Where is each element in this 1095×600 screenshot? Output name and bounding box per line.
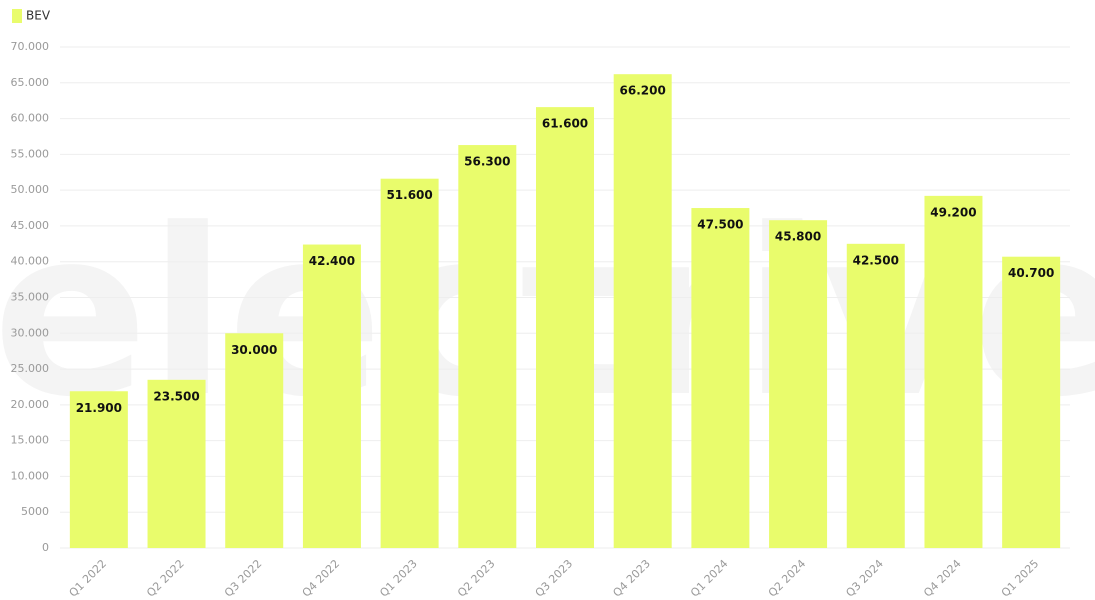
- bar: [380, 178, 439, 549]
- y-tick-label: 25.000: [11, 362, 50, 375]
- y-tick-label: 15.000: [11, 434, 50, 447]
- y-tick-label: 0: [42, 541, 49, 554]
- value-label: 56.300: [464, 155, 510, 169]
- bar: [458, 145, 517, 548]
- x-tick-label: Q2 2024: [766, 557, 809, 600]
- value-label: 49.200: [930, 205, 976, 219]
- x-tick-label: Q1 2024: [688, 557, 731, 600]
- value-label: 21.900: [76, 401, 122, 415]
- value-label: 51.600: [386, 188, 432, 202]
- bar: [924, 195, 983, 548]
- value-label: 47.500: [697, 218, 743, 232]
- bar: [69, 391, 128, 548]
- x-tick-label: Q2 2023: [455, 557, 498, 600]
- bar: [691, 208, 750, 549]
- x-tick-label: Q4 2023: [610, 557, 653, 600]
- bar: [769, 220, 828, 548]
- y-tick-label: 60.000: [11, 112, 50, 125]
- bar: [846, 243, 905, 549]
- value-label: 30.000: [231, 343, 277, 357]
- y-tick-label: 40.000: [11, 255, 50, 268]
- value-label: 42.400: [309, 254, 355, 268]
- value-label: 45.800: [775, 230, 821, 244]
- value-label: 66.200: [620, 84, 666, 98]
- legend-label: BEV: [26, 9, 51, 23]
- x-tick-label: Q3 2022: [222, 557, 265, 600]
- y-tick-label: 30.000: [11, 326, 50, 339]
- bar: [613, 74, 672, 548]
- bar: [1002, 256, 1061, 548]
- x-tick-label: Q4 2022: [300, 557, 343, 600]
- x-tick-label: Q1 2025: [999, 557, 1042, 600]
- x-tick-label: Q1 2022: [67, 557, 110, 600]
- bar: [302, 244, 361, 548]
- x-tick-label: Q1 2023: [377, 557, 420, 600]
- y-tick-label: 50.000: [11, 183, 50, 196]
- value-label: 23.500: [153, 389, 199, 403]
- value-label: 40.700: [1008, 266, 1054, 280]
- y-tick-label: 70.000: [11, 40, 50, 53]
- bar: [147, 379, 206, 548]
- x-tick-label: Q2 2022: [144, 557, 187, 600]
- x-tick-label: Q3 2024: [843, 557, 886, 600]
- y-tick-label: 20.000: [11, 398, 50, 411]
- bar: [225, 333, 284, 548]
- legend-swatch: [12, 9, 22, 23]
- value-label: 61.600: [542, 117, 588, 131]
- y-tick-label: 55.000: [11, 147, 50, 160]
- y-tick-label: 65.000: [11, 76, 50, 89]
- y-tick-label: 45.000: [11, 219, 50, 232]
- y-tick-label: 5000: [21, 505, 49, 518]
- bar: [536, 107, 594, 549]
- y-tick-label: 35.000: [11, 291, 50, 304]
- x-tick-label: Q3 2023: [533, 557, 576, 600]
- value-label: 42.500: [853, 253, 899, 267]
- x-tick-label: Q4 2024: [921, 557, 964, 600]
- y-tick-label: 10.000: [11, 469, 50, 482]
